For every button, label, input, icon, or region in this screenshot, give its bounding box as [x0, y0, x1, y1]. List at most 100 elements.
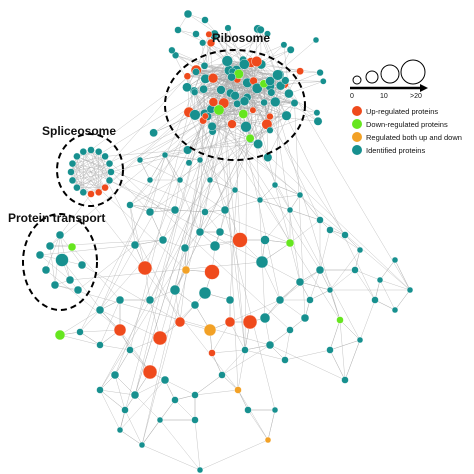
network-edge	[204, 70, 230, 213]
protein-node-up	[87, 190, 95, 198]
protein-node-identified	[201, 16, 209, 24]
edge-layer	[39, 13, 411, 471]
protein-node-identified	[284, 88, 294, 99]
network-edge	[237, 389, 249, 411]
protein-node-identified	[227, 72, 236, 82]
network-edge	[209, 115, 287, 181]
protein-node-identified	[68, 176, 77, 185]
network-edge	[267, 409, 276, 441]
protein-node-identified	[316, 216, 324, 224]
network-edge	[109, 76, 188, 164]
network-edge	[134, 379, 166, 396]
network-edge	[124, 409, 143, 446]
network-edge	[174, 209, 206, 213]
protein-node-up	[227, 119, 237, 129]
protein-node-identified	[191, 391, 199, 399]
protein-node-identified	[149, 128, 158, 138]
network-edge	[234, 189, 261, 201]
node-layer	[35, 9, 414, 474]
network-edge	[199, 65, 205, 233]
protein-node-identified	[79, 147, 88, 156]
protein-node-identified	[221, 55, 233, 67]
network-edge	[194, 389, 239, 396]
protein-node-up	[204, 264, 220, 280]
protein-node-up	[249, 106, 257, 114]
network-edge	[269, 344, 346, 381]
network-edge	[284, 349, 331, 361]
network-edge	[79, 331, 101, 346]
protein-node-identified	[220, 205, 230, 215]
network-edge	[72, 163, 112, 173]
protein-node-identified	[230, 91, 240, 101]
network-edge	[264, 209, 291, 241]
protein-node-identified	[189, 109, 201, 121]
protein-node-identified	[216, 85, 226, 95]
network-edge	[249, 138, 411, 291]
protein-node-up	[183, 72, 192, 80]
protein-node-up	[251, 56, 263, 67]
protein-node-identified	[290, 99, 299, 107]
protein-transport-label: Protein transport	[8, 211, 105, 225]
network-edge	[204, 33, 268, 67]
protein-node-identified	[105, 176, 114, 185]
network-edge	[99, 116, 271, 391]
protein-node-up	[206, 38, 216, 48]
network-edge	[99, 389, 121, 431]
network-edge	[211, 321, 231, 354]
protein-node-identified	[300, 313, 310, 323]
protein-node-identified	[256, 25, 265, 34]
network-edge	[237, 349, 246, 391]
protein-node-identified	[207, 121, 217, 131]
protein-node-identified	[191, 416, 199, 424]
network-edge	[344, 339, 361, 381]
protein-node-identified	[182, 82, 192, 93]
network-edge	[98, 151, 291, 331]
network-edge	[379, 279, 396, 311]
size-scale-arrow-head	[420, 84, 428, 92]
network-edge	[77, 244, 136, 291]
protein-node-down	[67, 242, 77, 252]
network-edge	[39, 254, 71, 281]
protein-node-up	[174, 316, 186, 328]
network-edge	[144, 60, 226, 269]
network-edge	[119, 329, 151, 373]
protein-node-identified	[87, 146, 95, 154]
size-scale-tick-20: >20	[410, 93, 422, 100]
protein-node-identified	[126, 201, 134, 209]
size-scale-tick-10: 10	[380, 93, 388, 100]
protein-node-identified	[145, 207, 155, 217]
protein-node-identified	[121, 406, 129, 414]
network-edge	[129, 204, 136, 246]
network-edge	[289, 219, 321, 244]
network-edge	[90, 149, 110, 181]
protein-node-identified	[260, 235, 270, 245]
protein-node-identified	[260, 98, 268, 107]
size-scale-circle-medium	[365, 70, 379, 84]
protein-node-identified	[168, 46, 176, 54]
network-edge	[179, 179, 226, 211]
network-edge	[285, 80, 411, 291]
protein-node-identified	[68, 159, 77, 168]
network-edge	[149, 124, 233, 301]
network-edge	[274, 184, 301, 196]
protein-node-identified	[351, 266, 359, 274]
protein-node-identified	[95, 305, 105, 315]
protein-node-identified	[201, 208, 209, 216]
protein-node-identified	[126, 346, 134, 354]
protein-node-identified	[371, 296, 379, 304]
network-edge	[230, 44, 285, 94]
protein-node-down	[238, 109, 249, 119]
network-edge	[211, 108, 319, 122]
protein-node-up	[224, 316, 236, 328]
protein-node-identified	[55, 253, 69, 267]
ribosome-cluster-outline	[164, 49, 306, 161]
network-edge	[260, 64, 376, 301]
protein-node-identified	[319, 78, 327, 85]
protein-node-identified	[130, 240, 140, 250]
network-edge	[129, 109, 220, 206]
protein-node-identified	[160, 375, 170, 385]
network-edge	[83, 151, 110, 164]
protein-node-up	[208, 73, 219, 84]
network-edge	[90, 149, 99, 193]
network-edge	[99, 126, 247, 391]
